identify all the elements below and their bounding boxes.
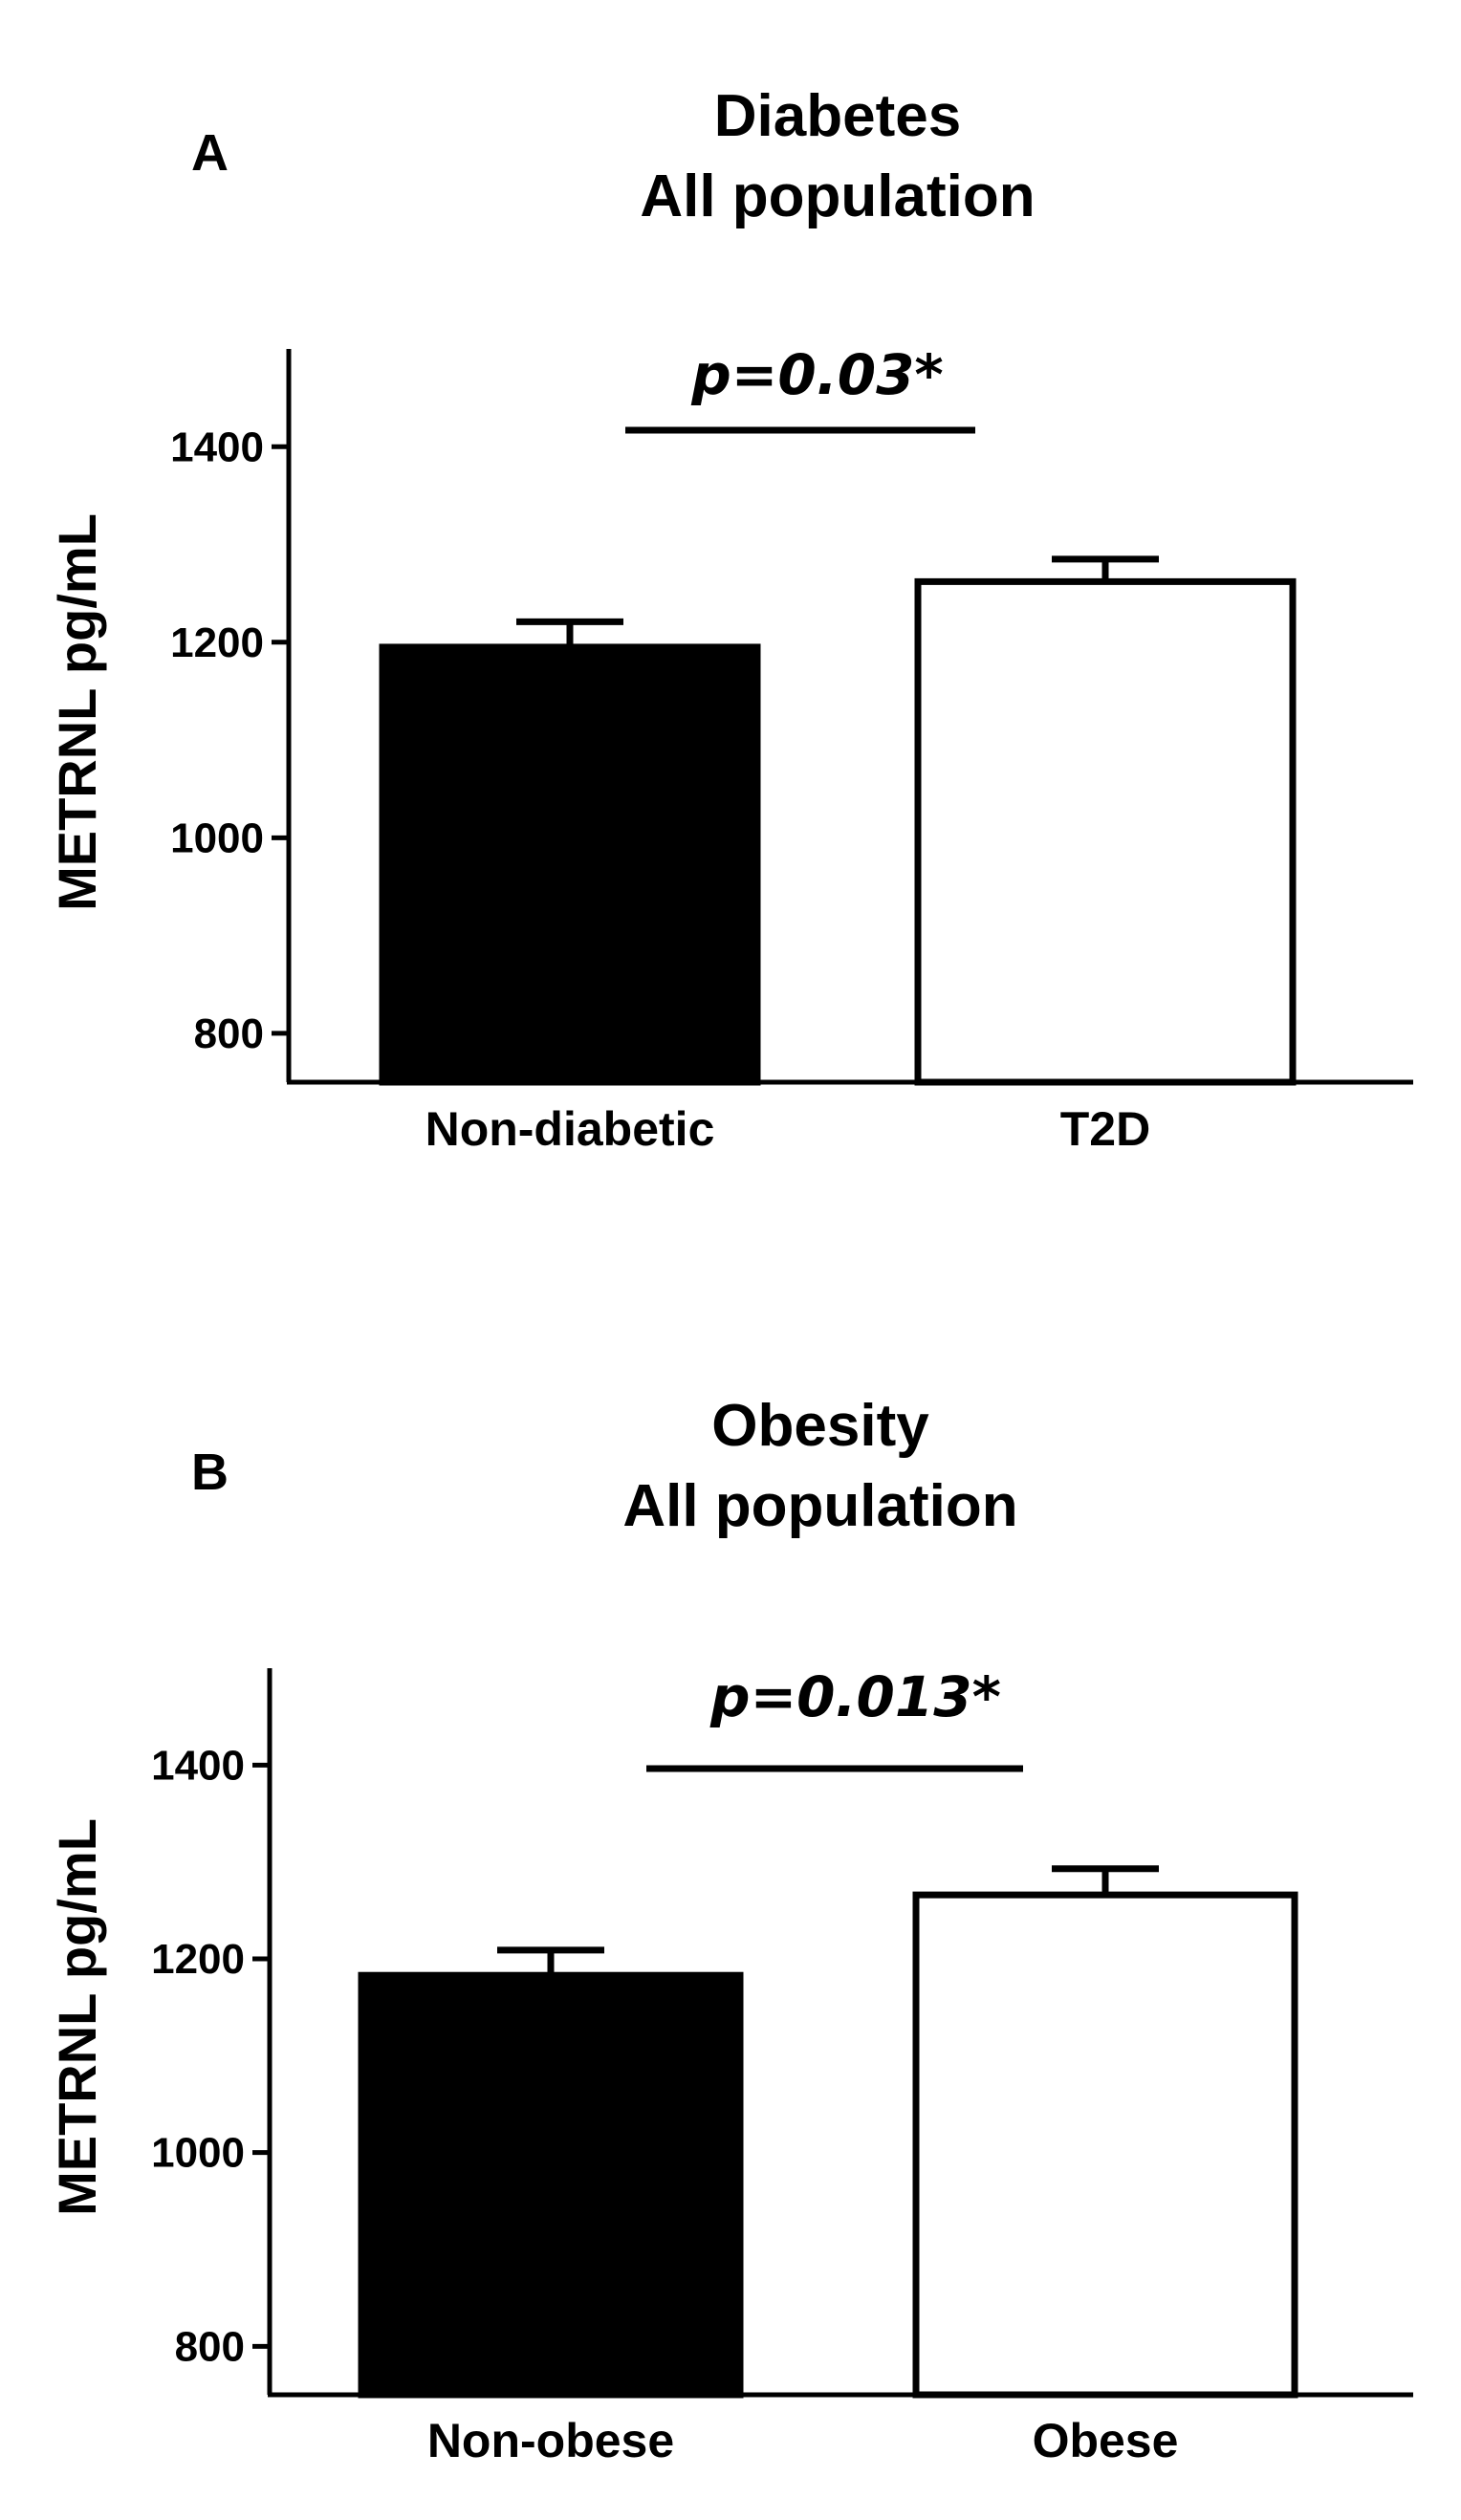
y-tick-label: 800 — [175, 2323, 245, 2370]
significance-annotation: p=0.013* — [709, 1664, 1001, 1729]
category-label: T2D — [1060, 1102, 1150, 1156]
chart-title-line-1: Obesity — [711, 1393, 929, 1459]
chart-marks: 800 1000 1200 1400 — [151, 1668, 1413, 2399]
y-axis-label: METRNL pg/mL — [47, 513, 107, 911]
bar — [358, 1971, 744, 2399]
y-tick-label: 1200 — [151, 1936, 245, 1983]
y-tick-label: 1000 — [170, 815, 264, 861]
category-label: Non-diabetic — [425, 1102, 715, 1156]
panel-letter: B — [191, 1444, 229, 1501]
bar — [914, 577, 1297, 1086]
y-tick-label: 1200 — [170, 619, 264, 666]
chart-title-line-2: All population — [622, 1473, 1017, 1539]
y-tick-label: 1000 — [151, 2130, 245, 2177]
y-tick-label: 1400 — [170, 424, 264, 470]
bar — [912, 1891, 1298, 2399]
category-label: Obese — [1033, 2414, 1179, 2467]
y-axis-label: METRNL pg/mL — [47, 1818, 107, 2216]
bar — [379, 643, 761, 1086]
chart-marks: 800 1000 1200 1400 — [170, 349, 1413, 1086]
panel-letter: A — [191, 124, 229, 182]
chart-title-line-1: Diabetes — [714, 83, 961, 149]
y-tick-label: 800 — [194, 1010, 264, 1057]
panel-b: B Obesity All population METRNL pg/mL No… — [47, 1393, 1413, 2467]
significance-annotation: p=0.03* — [690, 342, 944, 407]
y-tick-label: 1400 — [151, 1742, 245, 1789]
panel-a: A Diabetes All population METRNL pg/mL N… — [47, 83, 1413, 1156]
category-label: Non-obese — [427, 2414, 674, 2467]
chart-title-line-2: All population — [640, 163, 1035, 229]
